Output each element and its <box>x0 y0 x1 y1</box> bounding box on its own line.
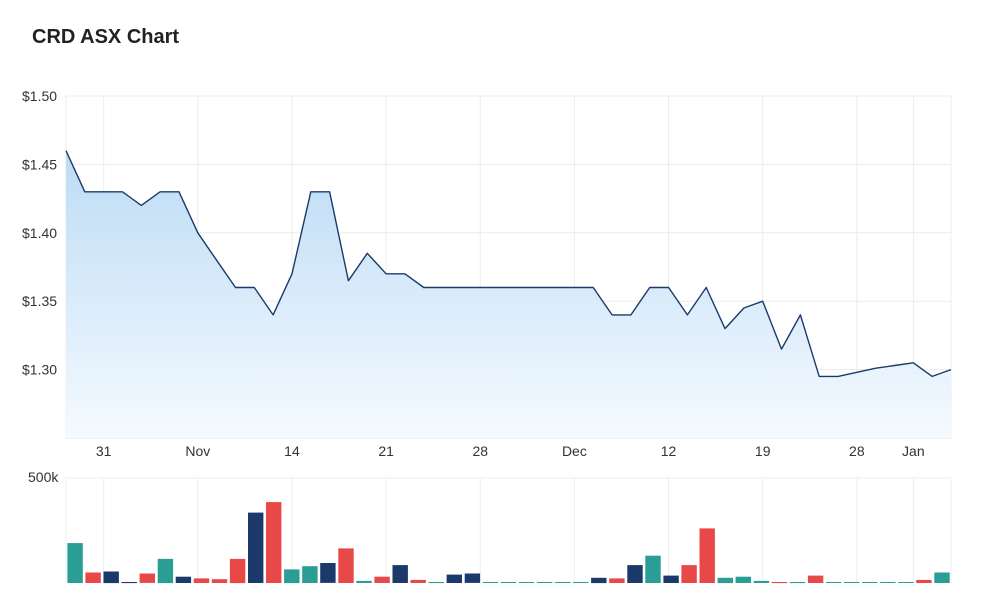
x-tick-label: 19 <box>755 443 771 459</box>
volume-bar <box>663 575 679 583</box>
volume-bar <box>410 579 426 583</box>
volume-bar <box>103 571 119 584</box>
chart-title: CRD ASX Chart <box>32 26 180 48</box>
volume-bar <box>211 579 228 583</box>
x-tick-label: 12 <box>661 443 677 459</box>
volume-bar <box>284 569 300 584</box>
volume-bar <box>699 528 715 583</box>
y-tick-label: $1.30 <box>22 362 57 378</box>
volume-bar <box>898 582 914 583</box>
price-line <box>65 150 952 378</box>
volume-y-tick-label: 500k <box>28 469 59 485</box>
volume-bar <box>175 576 192 583</box>
volume-bar <box>446 574 462 583</box>
volume-bar <box>645 555 661 583</box>
volume-bar <box>609 578 625 583</box>
volume-bar <box>771 582 788 584</box>
y-tick-label: $1.45 <box>22 156 57 172</box>
volume-bar <box>916 579 932 583</box>
volume-bar <box>356 580 372 583</box>
volume-bar <box>844 582 860 583</box>
x-tick-label: Nov <box>185 443 210 459</box>
volume-bar <box>753 580 770 583</box>
volume-bar <box>139 573 155 583</box>
volume-bar <box>266 502 282 583</box>
volume-bar <box>302 566 318 583</box>
volume-bar <box>807 575 824 583</box>
x-tick-label: 31 <box>96 443 112 459</box>
volume-bar <box>157 558 174 584</box>
volume-bar <box>573 582 589 583</box>
volume-bar <box>627 565 643 583</box>
volume-bar <box>555 582 571 583</box>
volume-bar <box>248 512 264 583</box>
volume-bar <box>85 572 101 583</box>
y-tick-label: $1.35 <box>22 293 57 309</box>
price-area <box>66 150 951 438</box>
volume-bar <box>591 577 607 584</box>
x-tick-label: Dec <box>562 443 587 459</box>
volume-bar <box>392 565 408 583</box>
x-tick-label: 21 <box>378 443 394 459</box>
volume-bar <box>500 582 517 583</box>
volume-bar <box>428 582 444 584</box>
volume-bar <box>717 577 733 584</box>
volume-bar <box>121 582 137 584</box>
y-tick-label: $1.50 <box>22 88 57 104</box>
volume-bar <box>193 578 210 583</box>
volume-bar <box>825 582 842 583</box>
volume-bar <box>229 558 246 584</box>
volume-bar <box>735 576 751 583</box>
volume-bar <box>67 543 83 583</box>
volume-bar <box>482 582 499 583</box>
x-tick-label: 14 <box>284 443 300 459</box>
volume-bar <box>464 573 481 583</box>
volume-bar <box>880 582 896 583</box>
x-tick-label: 28 <box>472 443 488 459</box>
volume-bar <box>374 576 390 583</box>
volume-bar <box>338 548 354 583</box>
y-tick-label: $1.40 <box>22 225 57 241</box>
volume-bar <box>934 572 950 583</box>
volume-bar <box>862 582 878 583</box>
x-tick-label: Jan <box>902 443 925 459</box>
volume-bar <box>518 582 535 583</box>
volume-bar <box>789 582 806 584</box>
x-tick-label: 28 <box>849 443 865 459</box>
volume-bar <box>536 582 553 583</box>
volume-bar <box>681 565 697 583</box>
volume-bar <box>320 563 336 583</box>
